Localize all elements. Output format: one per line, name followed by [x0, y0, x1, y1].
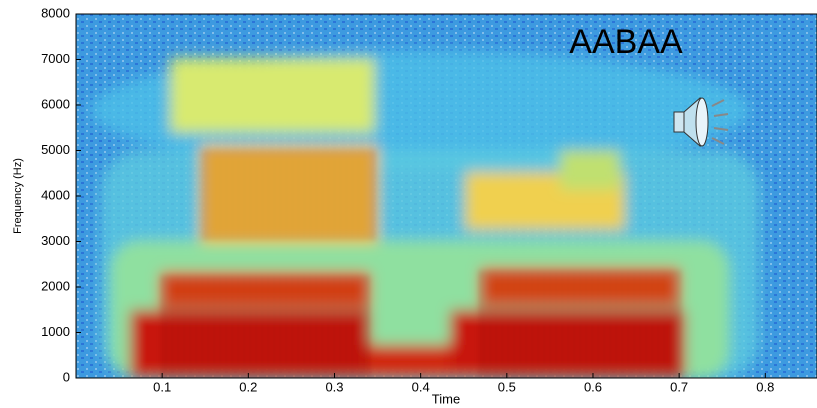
x-tick-label: 0.7 — [670, 379, 688, 394]
y-tick-label: 1000 — [41, 324, 70, 339]
x-tick-label: 0.6 — [584, 379, 602, 394]
x-tick-label: 0.8 — [756, 379, 774, 394]
y-tick-label: 3000 — [41, 233, 70, 248]
x-tick-label: 0.4 — [412, 379, 430, 394]
y-tick-label: 7000 — [41, 51, 70, 66]
x-tick-label: 0.2 — [239, 379, 257, 394]
y-axis-label: Frequency (Hz) — [12, 158, 24, 234]
y-tick-label: 6000 — [41, 96, 70, 111]
y-tick-label: 5000 — [41, 142, 70, 157]
x-tick-label: 0.3 — [325, 379, 343, 394]
x-tick-label: 0.5 — [498, 379, 516, 394]
y-tick-label: 0 — [63, 369, 70, 384]
y-tick-label: 8000 — [41, 5, 70, 20]
y-tick-label: 2000 — [41, 278, 70, 293]
spectrogram-image — [76, 14, 817, 378]
x-axis-label: Time — [432, 391, 460, 406]
speaker-icon — [673, 96, 729, 148]
x-tick-label: 0.1 — [153, 379, 171, 394]
y-tick-label: 4000 — [41, 187, 70, 202]
annotation: AABAA — [569, 23, 683, 61]
